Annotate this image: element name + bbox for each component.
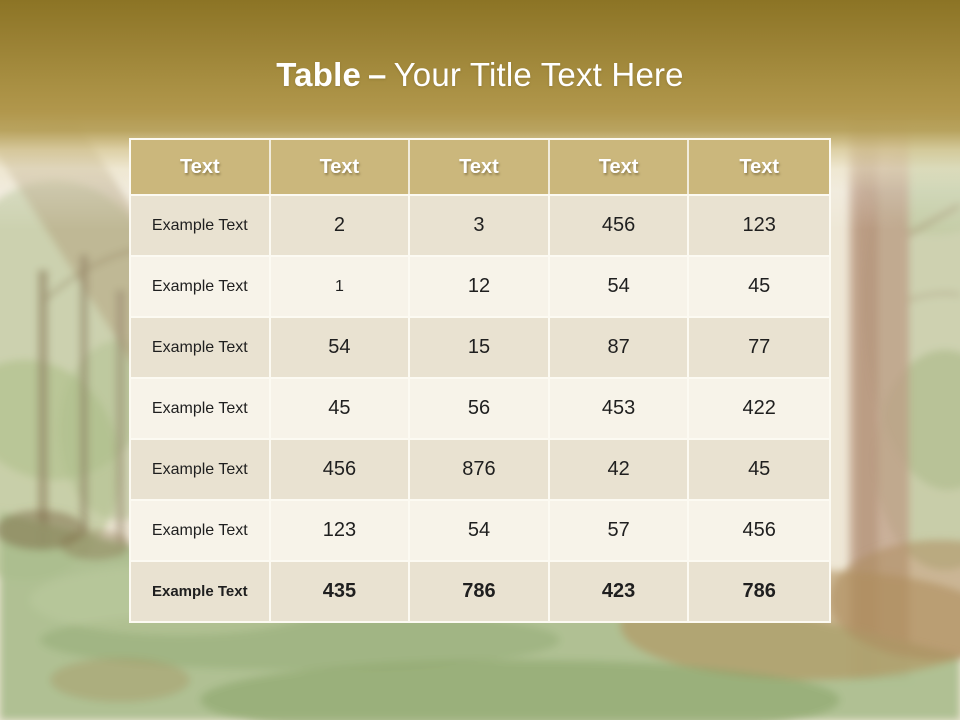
value-cell: 422 [689, 377, 829, 438]
table-row: Example Text 2 3 456 123 [131, 194, 829, 255]
value-cell: 123 [689, 194, 829, 255]
table-header-cell: Text [270, 140, 411, 194]
value-cell: 876 [410, 438, 550, 499]
value-cell: 3 [410, 194, 550, 255]
table-header-cell: Text [131, 140, 271, 194]
table-header-cell: Text [410, 140, 550, 194]
table-row: Example Text 435 786 423 786 [131, 560, 829, 621]
value-cell: 57 [549, 499, 690, 560]
row-label-cell: Example Text [131, 560, 271, 621]
value-cell: 45 [689, 438, 829, 499]
table-row: Example Text 123 54 57 456 [131, 499, 829, 560]
value-cell: 456 [689, 499, 829, 560]
value-cell: 123 [270, 499, 411, 560]
table-row: Example Text 45 56 453 422 [131, 377, 829, 438]
value-cell: 15 [410, 316, 550, 377]
value-cell: 54 [270, 316, 411, 377]
value-cell: 45 [270, 377, 411, 438]
value-cell: 56 [410, 377, 550, 438]
value-cell: 54 [549, 255, 690, 316]
row-label-cell: Example Text [131, 499, 271, 560]
value-cell: 87 [549, 316, 690, 377]
value-cell: 45 [689, 255, 829, 316]
table-body: Example Text 2 3 456 123 Example Text 1 12 54 45 E… [131, 194, 829, 621]
row-label-cell: Example Text [131, 194, 271, 255]
title-text: Your Title Text Here [393, 56, 684, 93]
value-cell: 77 [689, 316, 829, 377]
value-cell: 2 [270, 194, 411, 255]
table-header-cell: Text [549, 140, 690, 194]
title-keyword: Table [276, 56, 362, 93]
value-cell: 456 [549, 194, 690, 255]
value-cell: 435 [270, 560, 411, 621]
title-dash: – [368, 56, 387, 93]
value-cell: 456 [270, 438, 411, 499]
value-cell: 12 [410, 255, 550, 316]
slide-title: Table – Your Title Text Here [0, 56, 960, 94]
table-header-row: Text Text Text Text Text [131, 140, 829, 194]
value-cell: 453 [549, 377, 690, 438]
value-cell: 786 [410, 560, 550, 621]
value-cell: 423 [549, 560, 690, 621]
value-cell: 786 [689, 560, 829, 621]
table-row: Example Text 54 15 87 77 [131, 316, 829, 377]
table-row: Example Text 1 12 54 45 [131, 255, 829, 316]
row-label-cell: Example Text [131, 377, 271, 438]
table-header-cell: Text [689, 140, 829, 194]
row-label-cell: Example Text [131, 316, 271, 377]
value-cell: 42 [549, 438, 690, 499]
row-label-cell: Example Text [131, 438, 271, 499]
value-cell: 54 [410, 499, 550, 560]
value-cell: 1 [270, 255, 411, 316]
row-label-cell: Example Text [131, 255, 271, 316]
data-table: Text Text Text Text Text Example Text 2 3 4… [129, 138, 831, 623]
table-row: Example Text 456 876 42 45 [131, 438, 829, 499]
